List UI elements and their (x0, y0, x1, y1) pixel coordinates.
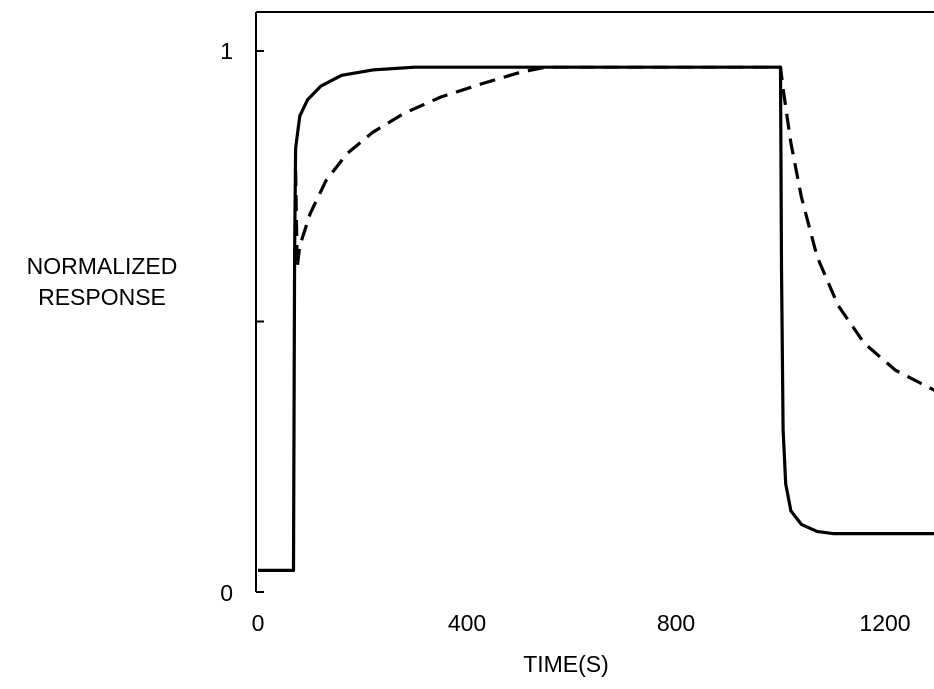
y-axis-label-line-1: NORMALIZED (27, 253, 178, 279)
x-tick-label: 400 (448, 610, 486, 636)
y-ticks: 01 (220, 38, 264, 606)
x-tick-label: 800 (657, 610, 695, 636)
plot-frame (255, 11, 934, 592)
x-axis-label: TIME(S) (523, 651, 609, 677)
y-tick-label: 0 (220, 580, 233, 606)
solid-series-line (258, 65, 934, 572)
y-tick-label: 1 (220, 38, 233, 64)
y-axis-label-line-2: RESPONSE (38, 284, 166, 310)
series-lines (258, 65, 934, 572)
x-ticks: 0 400 800 1200 (252, 610, 911, 636)
x-tick-label: 1200 (859, 610, 910, 636)
x-tick-label: 0 (252, 610, 265, 636)
dashed-series-line (294, 65, 934, 392)
